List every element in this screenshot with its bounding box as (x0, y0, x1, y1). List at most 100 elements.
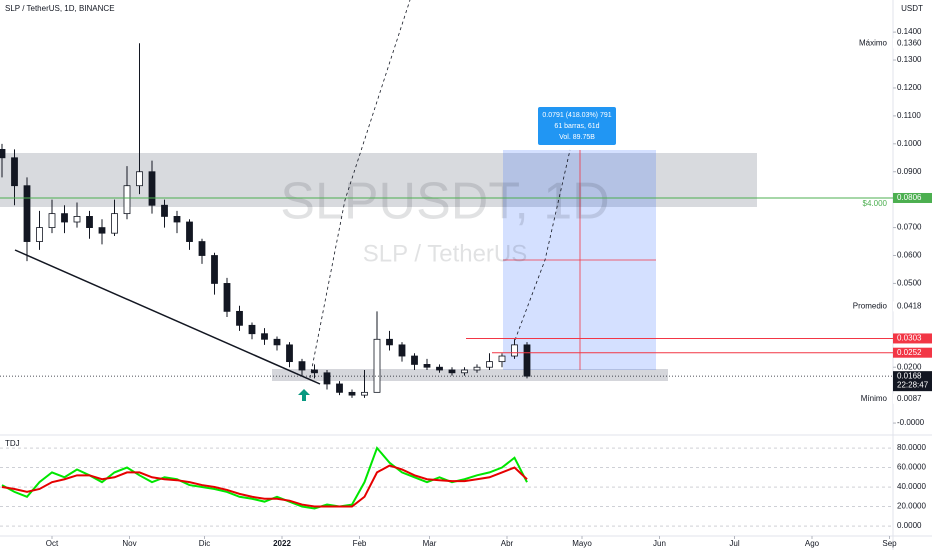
price-badge-label: 0.0303 (897, 334, 922, 343)
y-tick-label: 0.0000 (897, 521, 922, 530)
currency: USDT (901, 4, 923, 13)
measure-text: Vol. 89.75B (559, 134, 595, 141)
projection-path (514, 149, 571, 341)
candle-body (23, 185, 31, 242)
candle-body (511, 344, 518, 357)
candle-body (148, 171, 156, 206)
candle-body (448, 369, 456, 374)
candle-body (461, 369, 468, 374)
price-name: Mínimo (861, 394, 888, 403)
price-badge (893, 301, 932, 312)
price-badge-label: 0.0087 (897, 394, 922, 403)
candle-body (48, 213, 56, 228)
candle-body (98, 227, 106, 234)
countdown: 22:28:47 (897, 380, 929, 389)
x-tick-label: Mayo (572, 539, 592, 548)
x-tick-label: Feb (353, 539, 367, 548)
candle-body (323, 372, 331, 385)
candle-body (173, 216, 181, 223)
y-tick-label: 60.0000 (897, 463, 926, 472)
candle-body (473, 366, 481, 371)
measure-text: 0.0791 (418.03%) 791 (542, 112, 611, 119)
candle-body (373, 338, 381, 393)
candle-body (123, 185, 131, 215)
y-tick-label: 0.0500 (897, 279, 922, 288)
x-tick-label: Mar (423, 539, 437, 548)
y-tick-label: 20.0000 (897, 502, 926, 511)
candle-body (436, 366, 443, 371)
price-badge (893, 393, 932, 404)
x-tick-label: Sep (882, 539, 897, 548)
y-tick-label: 0.0600 (897, 251, 922, 260)
candle-body (236, 310, 243, 326)
indicator-title: TDJ (5, 439, 20, 448)
y-tick-label: 0.1000 (897, 139, 922, 148)
price-badge-label: 0.0168 (897, 371, 922, 380)
price-badge-label: 0.0418 (897, 301, 922, 310)
candle-body (398, 344, 406, 357)
price-badge (893, 38, 932, 49)
y-tick-label: 0.1100 (897, 111, 921, 120)
y-tick-label: -0.0000 (897, 418, 925, 427)
buy-arrow (298, 389, 310, 401)
support-zone (272, 369, 668, 381)
candle-body (223, 283, 231, 312)
y-tick-label: 40.0000 (897, 482, 926, 491)
y-tick-label: 0.0900 (897, 167, 922, 176)
price-badge-label: 0.0252 (897, 348, 922, 357)
candle-body (161, 204, 168, 217)
trend-line (14, 249, 321, 385)
candle-body (86, 216, 93, 228)
price-badge-label: 0.1360 (897, 38, 922, 47)
candle-body (111, 213, 118, 234)
candle-body (386, 338, 393, 346)
x-tick-label: Oct (46, 539, 59, 548)
price-badge-label: 0.0806 (897, 193, 922, 202)
x-tick-label: Abr (501, 539, 514, 548)
price-name: Promedio (853, 301, 888, 310)
price-badge (893, 371, 932, 392)
measure-text: 61 barras, 61d (554, 123, 599, 130)
chart-title: SLP / TetherUS, 1D, BINANCE (5, 4, 115, 13)
candle-body (423, 364, 431, 368)
y-tick-label: 0.1200 (897, 83, 922, 92)
projection-path (309, 0, 411, 379)
candle-body (36, 227, 43, 242)
x-tick-label: Jul (729, 539, 739, 548)
price-name: Máximo (859, 38, 888, 47)
candle-body (61, 213, 68, 223)
candle-body (136, 171, 143, 187)
candle-body (248, 324, 256, 335)
price-badge (893, 333, 932, 344)
candle-body (198, 241, 206, 256)
measure-box (538, 107, 616, 145)
candle-body (411, 355, 418, 365)
y-tick-label: 0.0700 (897, 223, 922, 232)
x-tick-label: 2022 (273, 539, 291, 548)
candle-body (486, 361, 493, 368)
candle-body (523, 344, 531, 377)
y-tick-label: 0.1300 (897, 55, 922, 64)
candle-body (336, 383, 343, 393)
price-badge (893, 192, 932, 203)
y-tick-label: 0.1400 (897, 27, 922, 36)
candle-body (286, 344, 293, 363)
candle-body (273, 338, 281, 346)
candle-body (311, 369, 318, 374)
candle-body (348, 391, 356, 396)
watermark-symbol: SLPUSDT, 1D (280, 173, 609, 231)
watermark-name: SLP / TetherUS (363, 240, 528, 267)
price-badge (893, 347, 932, 358)
candle-body (211, 255, 218, 284)
y-tick-label: 0.0200 (897, 362, 922, 371)
x-tick-label: Ago (805, 539, 820, 548)
candle-body (498, 355, 506, 363)
candle-body (11, 157, 18, 187)
x-tick-label: Nov (122, 539, 136, 548)
candle-body (186, 221, 193, 242)
price-name: $4.000 (863, 199, 888, 208)
candle-body (298, 361, 306, 371)
